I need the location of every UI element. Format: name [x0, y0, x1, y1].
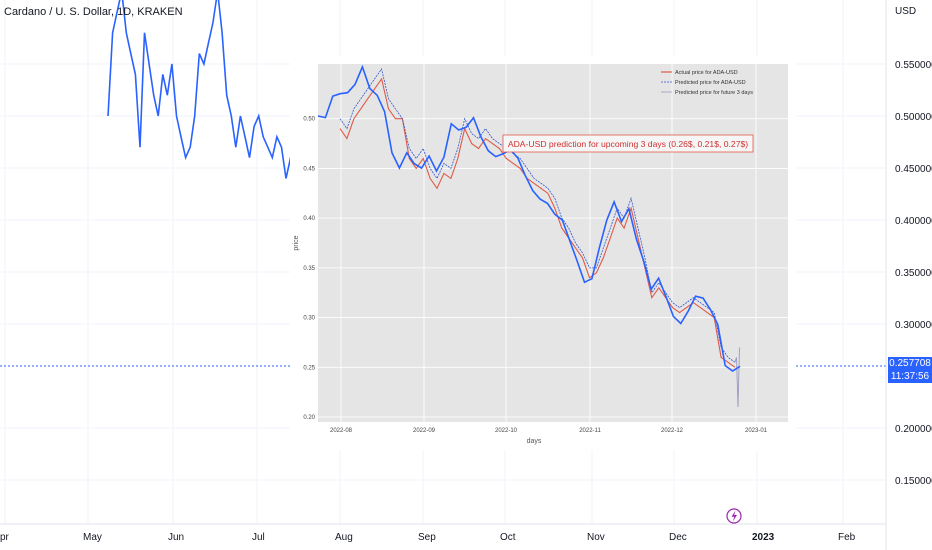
time-tick-label: pr	[0, 532, 10, 543]
lightning-icon[interactable]	[726, 508, 742, 524]
annotation-text: ADA-USD prediction for upcoming 3 days (…	[508, 139, 748, 149]
last-price-tag: 0.257708 11:37:56	[888, 357, 932, 383]
plot-legend: Actual price for ADA-USD Predicted price…	[661, 70, 753, 96]
time-tick-label: Jun	[168, 532, 184, 543]
legend-entry-future: Predicted price for future 3 days	[675, 90, 753, 96]
plot-area	[318, 64, 788, 422]
plot-y-label: price	[293, 235, 300, 250]
time-tick-label: Oct	[500, 532, 516, 543]
plot-x-tick-label: 2023-01	[745, 428, 768, 434]
plot-series	[317, 64, 741, 408]
time-tick-label: Feb	[838, 532, 856, 543]
plot-y-tick-label: 0.40	[303, 216, 315, 222]
time-tick-label: Jul	[252, 532, 265, 543]
symbol-title: Cardano / U. S. Dollar, 1D, KRAKEN	[4, 6, 183, 18]
plot-y-tick-label: 0.35	[303, 266, 315, 272]
legend-entry-actual: Actual price for ADA-USD	[675, 70, 738, 76]
last-price-value: 0.257708	[889, 358, 931, 369]
legend-entry-predicted: Predicted price for ADA-USD	[675, 80, 746, 86]
tradingview-price-line-overlay	[317, 64, 741, 372]
series-line-0	[339, 77, 736, 368]
plot-x-tick-label: 2022-09	[413, 428, 436, 434]
plot-y-tick-label: 0.30	[303, 316, 315, 322]
prediction-plot-image: 0.200.250.300.350.400.450.50 2022-08 2022…	[290, 56, 796, 450]
time-tick-label: Aug	[335, 532, 353, 543]
plot-x-tick-label: 2022-10	[495, 428, 518, 434]
time-scale[interactable]: pr May Jun Jul Aug Sep Oct Nov Dec 2023 Feb	[0, 532, 856, 543]
time-tick-label: Sep	[418, 532, 436, 543]
time-tick-label: Dec	[669, 532, 687, 543]
plot-x-ticks: 2022-08 2022-09 2022-10 2022-11 2022-12 2023-…	[330, 428, 768, 434]
tradingview-price-line	[107, 0, 319, 179]
plot-y-tick-label: 0.20	[303, 415, 315, 421]
plot-x-tick-label: 2022-12	[661, 428, 684, 434]
plot-y-tick-label: 0.25	[303, 365, 315, 371]
plot-x-tick-label: 2022-08	[330, 428, 353, 434]
series-line-1	[339, 68, 736, 363]
series-line-2	[734, 347, 740, 408]
plot-grid	[318, 64, 788, 422]
prediction-annotation: ADA-USD prediction for upcoming 3 days (…	[502, 134, 754, 153]
time-tick-label: Nov	[587, 532, 605, 543]
plot-x-tick-label: 2022-11	[579, 428, 601, 434]
plot-y-tick-label: 0.45	[303, 166, 315, 172]
time-tick-label: 2023	[752, 532, 775, 543]
plot-y-ticks: 0.20 0.25 0.30 0.35 0.40 0.45 0.50	[303, 117, 315, 421]
annotation-box	[502, 134, 754, 153]
plot-x-label: days	[527, 438, 542, 445]
plot-y-tick-label: 0.50	[303, 117, 315, 123]
time-tick-label: May	[83, 532, 102, 543]
bar-countdown: 11:37:56	[890, 371, 930, 382]
price-tick-label: 0.150000	[895, 476, 932, 487]
currency-label: USD	[895, 6, 916, 17]
